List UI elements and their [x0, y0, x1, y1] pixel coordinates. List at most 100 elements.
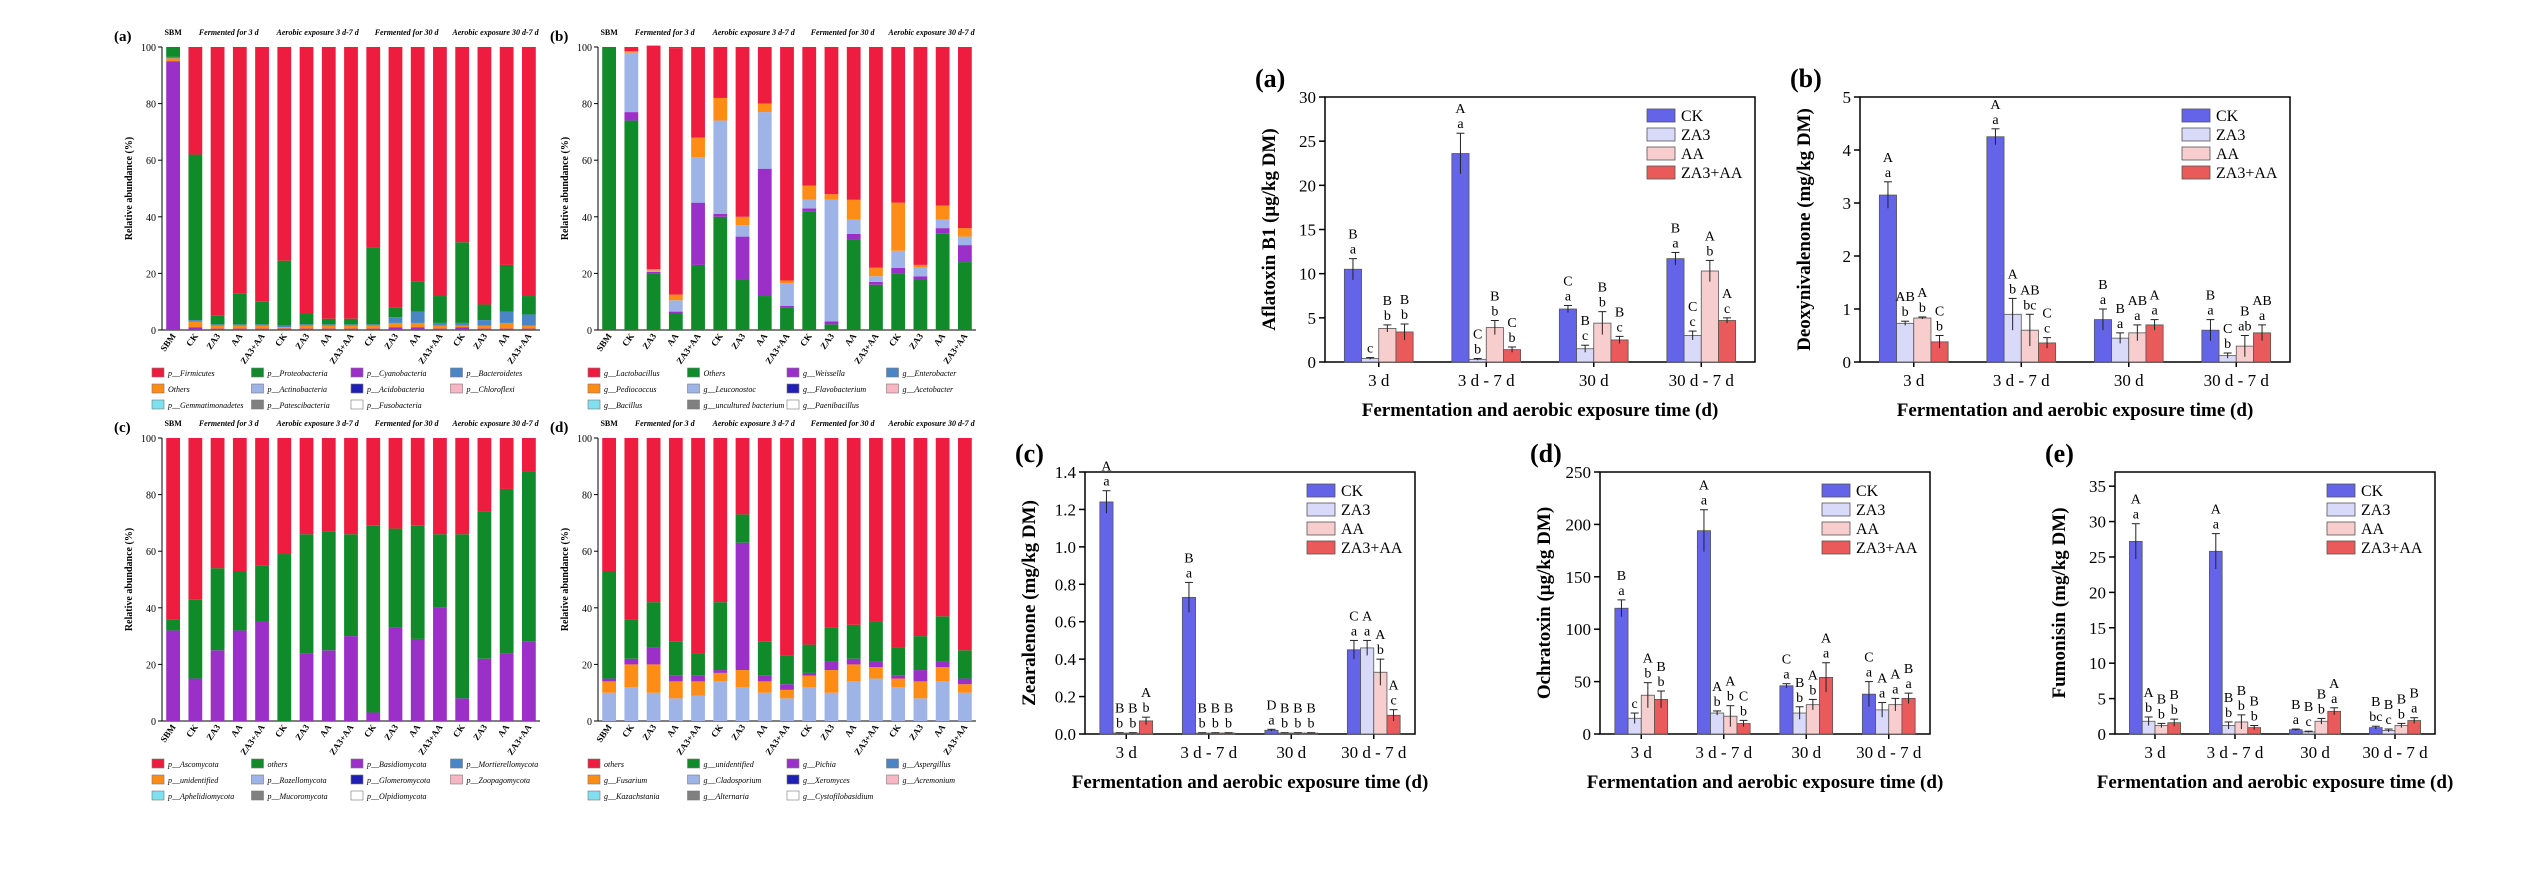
legend-swatch: [2181, 108, 2211, 123]
y-tick-label: 20: [1299, 176, 1316, 195]
significance-letter: b: [1919, 301, 1926, 316]
stack-segment: [188, 47, 203, 155]
stack-segment: [277, 327, 292, 329]
legend-swatch: [1306, 521, 1336, 536]
x-tick-label: AA: [665, 331, 681, 348]
x-axis-label: Fermentation and aerobic exposure time (…: [1897, 400, 2254, 421]
stack-segment: [891, 202, 906, 251]
y-tick-label: 5: [1843, 88, 1852, 107]
stack-segment: [935, 661, 950, 668]
y-tick-label: 15: [1299, 221, 1316, 240]
stack-segment: [757, 675, 772, 682]
significance-letter: a: [1885, 166, 1892, 181]
legend-label: g__Bacillus: [604, 401, 642, 410]
legend-label: ZA3: [1856, 502, 1885, 519]
legend-label: g__Xeromyces: [803, 776, 850, 785]
stack-segment: [455, 438, 470, 535]
x-tick-label: CK: [709, 331, 725, 348]
stack-segment: [846, 239, 861, 330]
legend-swatch: [1646, 165, 1676, 180]
significance-letter: A: [1699, 479, 1710, 494]
group-label: SBM: [600, 28, 618, 37]
stack-segment: [713, 670, 728, 673]
significance-letter: B: [1617, 569, 1626, 584]
stack-segment: [824, 199, 839, 322]
y-tick-label: 0.0: [1055, 725, 1076, 744]
x-tick-label: CK: [887, 722, 903, 739]
legend-swatch: [350, 383, 364, 394]
stack-segment: [232, 325, 247, 329]
stack-segment: [646, 271, 661, 274]
stack-segment: [255, 325, 269, 329]
stack-segment: [824, 627, 839, 662]
x-tick-label: ZA3: [293, 331, 311, 351]
stack-segment: [691, 47, 705, 138]
significance-letter: A: [1643, 652, 1654, 667]
stack-segment: [433, 328, 447, 330]
stack-segment: [646, 647, 661, 665]
bar-chart-b: (b) 0 1 2 3 4 5 Deoxynivalenone (mg/kg DM) Ferme…: [1790, 64, 2291, 421]
stack-segment: [802, 687, 817, 721]
y-tick-label: 60: [146, 547, 156, 558]
group-label: Aerobic exposure 3 d-7 d: [712, 419, 796, 428]
group-label: Aerobic exposure 30 d-7 d: [451, 28, 539, 37]
stack-segment: [780, 438, 794, 656]
legend-label: p__Mucoromycota: [267, 792, 328, 801]
y-tick-label: 0: [587, 326, 592, 337]
stack-segment: [602, 678, 617, 682]
stack-segment: [891, 647, 906, 676]
significance-letter: a: [1618, 584, 1625, 599]
significance-letter: B: [1580, 314, 1589, 329]
y-tick-label: 250: [1566, 463, 1592, 482]
stack-segment: [735, 687, 750, 721]
legend-swatch: [2181, 146, 2211, 161]
group-label: Aerobic exposure 30 d-7 d: [451, 419, 539, 428]
legend-swatch: [1306, 502, 1336, 517]
bar: [1901, 697, 1916, 735]
significance-letter: AB: [2128, 294, 2147, 309]
legend-label: g__Pediococcus: [604, 385, 656, 394]
stack-segment: [477, 438, 492, 512]
stack-segment: [957, 678, 972, 685]
stack-segment: [780, 684, 794, 690]
stack-segment: [802, 208, 817, 212]
x-tick-label: AA: [754, 331, 770, 348]
legend-label: p__Glomeromycota: [366, 776, 430, 785]
legend-swatch: [1306, 483, 1336, 498]
legend-label: p__Cyanobacteria: [366, 369, 427, 378]
significance-letter: b: [1401, 308, 1408, 323]
significance-letter: C: [1739, 689, 1748, 704]
stack-segment: [188, 599, 203, 679]
stack-segment: [344, 47, 358, 319]
significance-letter: a: [1186, 566, 1193, 581]
stack-segment: [277, 260, 292, 326]
y-axis-label: Ochratoxin (μg/kg DM): [1534, 507, 1555, 699]
stack-segment: [388, 47, 403, 308]
significance-letter: a: [2133, 508, 2140, 523]
bar: [1558, 308, 1577, 363]
legend-swatch: [587, 367, 601, 378]
bar: [1896, 322, 1915, 363]
stack-segment: [321, 325, 336, 329]
legend-label: AA: [1856, 521, 1880, 538]
legend-label: p__Fusobacteria: [366, 401, 422, 410]
stack-segment: [624, 52, 639, 113]
legend-swatch: [1821, 483, 1851, 498]
significance-letter: C: [1864, 651, 1873, 666]
significance-letter: a: [2259, 309, 2266, 324]
stack-segment: [846, 47, 861, 200]
stack-segment: [477, 47, 492, 305]
bar: [1360, 647, 1375, 735]
stack-segment: [824, 661, 839, 671]
stack-segment: [646, 602, 661, 648]
significance-letter: c: [2305, 715, 2311, 730]
y-tick-label: 100: [141, 43, 156, 54]
significance-letter: A: [1890, 667, 1901, 682]
stack-segment: [602, 571, 617, 679]
y-tick-label: 1.4: [1055, 463, 1077, 482]
y-tick-label: 0: [151, 326, 156, 337]
legend-label: g__Weissella: [803, 369, 845, 378]
x-tick-label: 30 d: [2114, 371, 2144, 390]
stack-segment: [344, 325, 358, 329]
stack-segment: [455, 534, 470, 699]
